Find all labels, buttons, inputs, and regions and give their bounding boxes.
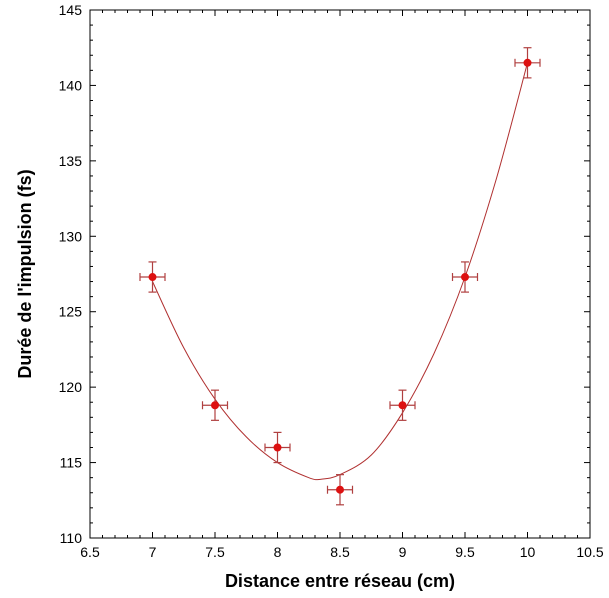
data-point (398, 401, 407, 410)
data-point (336, 485, 344, 494)
data-point (148, 273, 157, 282)
x-tick-label: 8.5 (330, 544, 350, 560)
error-bars (139, 47, 541, 506)
data-point (211, 401, 219, 410)
data-point (461, 273, 469, 282)
ticks (89, 9, 591, 539)
x-tick-label: 7 (149, 544, 157, 560)
x-tick-label: 8 (274, 544, 282, 560)
data-point (523, 58, 532, 67)
y-tick-label: 130 (59, 228, 83, 244)
x-tick-label: 9.5 (455, 544, 475, 560)
x-axis-title: Distance entre réseau (cm) (225, 571, 455, 591)
y-axis-title: Durée de l'impulsion (fs) (15, 169, 35, 378)
x-tick-label: 10 (520, 544, 536, 560)
y-tick-label: 115 (60, 455, 83, 471)
tick-labels: 6.5 7 7.5 8 8.5 9 9.5 10 10.5 110 115 120 125 130 135 1… (59, 2, 604, 560)
data-points (148, 58, 532, 494)
x-tick-label: 10.5 (576, 544, 603, 560)
x-tick-label: 9 (399, 544, 407, 560)
y-tick-label: 110 (60, 530, 83, 546)
fit-curve (152, 62, 528, 481)
y-tick-label: 125 (59, 304, 83, 320)
y-tick-label: 120 (59, 379, 83, 395)
data-point (273, 443, 282, 452)
x-tick-label: 6.5 (80, 544, 100, 560)
x-tick-label: 7.5 (205, 544, 225, 560)
y-tick-label: 145 (59, 2, 83, 18)
y-tick-label: 140 (59, 77, 83, 93)
y-tick-label: 135 (59, 153, 83, 169)
